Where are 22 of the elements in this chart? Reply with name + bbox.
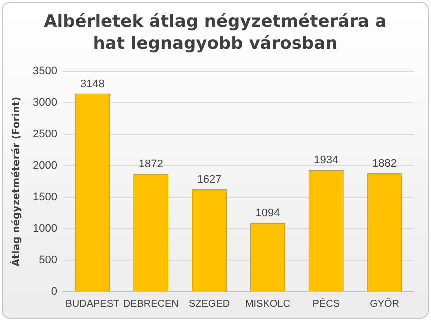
x-tick-label: PÉCS xyxy=(312,298,340,310)
y-tick-label: 3000 xyxy=(32,97,58,110)
y-tick-label: 2500 xyxy=(32,128,58,141)
y-tick-label: 2000 xyxy=(32,160,58,172)
x-tick-label: GYŐR xyxy=(370,298,400,310)
y-axis-title: Átlag négyzetméterár (Forint) xyxy=(10,96,23,267)
data-label: 3148 xyxy=(80,78,105,90)
y-tick-label: 0 xyxy=(51,286,58,298)
x-tick-label: BUDAPEST xyxy=(66,298,120,310)
chart-title: Albérletek átlag négyzetméterára a hat legnagyobb városban xyxy=(43,11,388,55)
y-tick-label: 3500 xyxy=(32,66,58,78)
y-tick-label: 1000 xyxy=(32,223,58,236)
data-label: 1934 xyxy=(314,154,339,167)
data-label: 1872 xyxy=(138,158,164,171)
data-label: 1627 xyxy=(197,174,222,186)
x-tick-label: MISKOLC xyxy=(245,298,290,310)
x-tick-label: SZEGED xyxy=(188,298,230,310)
x-tick-label: DEBRECEN xyxy=(123,298,179,310)
data-label: 1094 xyxy=(256,208,280,220)
y-tick-label: 1500 xyxy=(32,192,58,204)
data-label: 1882 xyxy=(372,158,398,170)
y-tick-label: 500 xyxy=(39,254,58,267)
